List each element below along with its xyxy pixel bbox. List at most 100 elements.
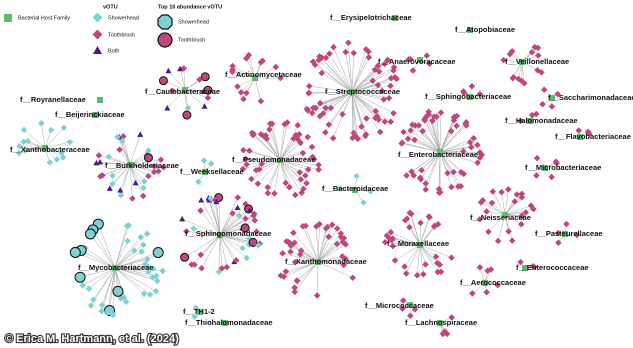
family-label: f__Moraxellaceae: [387, 239, 449, 248]
votu-node: [239, 244, 246, 252]
votu-node: [381, 60, 388, 68]
edge: [294, 261, 319, 288]
edge: [504, 208, 534, 216]
family-label: f__Neisseriaceae: [470, 213, 531, 222]
edge: [279, 124, 285, 161]
edge: [81, 250, 116, 269]
votu-node: [305, 90, 313, 97]
edge: [294, 261, 319, 292]
edge: [254, 77, 262, 102]
family-label: f__Xanthobacteraceae: [10, 145, 90, 154]
votu-node: [474, 159, 481, 167]
votu-node: [85, 285, 93, 293]
edge: [351, 60, 388, 93]
edge: [114, 240, 128, 269]
edge: [401, 143, 441, 153]
host-node: [392, 15, 398, 21]
edge: [351, 91, 394, 114]
votu-node: [152, 287, 160, 295]
votu-node: [215, 268, 223, 276]
host-node: [197, 309, 203, 315]
votu-node: [435, 185, 443, 193]
edge: [114, 263, 146, 269]
edge: [194, 234, 221, 265]
votu-node: [422, 186, 429, 193]
edge: [120, 164, 131, 191]
edge: [290, 251, 319, 263]
votu-node: [285, 184, 293, 191]
votu-node: [457, 169, 465, 176]
votu-node: [508, 237, 516, 244]
edge: [98, 155, 131, 166]
votu-node: [350, 129, 357, 137]
edge: [279, 159, 304, 189]
edge: [419, 244, 438, 273]
votu-node: [160, 164, 167, 171]
votu-node: [385, 94, 393, 102]
edge: [232, 71, 256, 79]
edge: [345, 52, 353, 93]
host-node: [519, 59, 525, 65]
votu-node: [264, 183, 271, 191]
edge: [85, 247, 116, 269]
edge: [99, 161, 131, 166]
votu-node: [399, 297, 407, 304]
family-label: f__Xanthomonadaceae: [285, 257, 367, 266]
votu-node: [257, 97, 265, 105]
votu-node: [476, 264, 484, 271]
votu-node: [302, 222, 309, 230]
edge: [439, 131, 452, 153]
votu-node: [169, 87, 176, 95]
both-node: [137, 131, 144, 137]
edge: [108, 156, 131, 166]
votu-node: [282, 268, 290, 275]
edge: [316, 261, 319, 296]
edge: [114, 225, 129, 269]
votu-node: [59, 154, 67, 161]
votu-node: [237, 89, 245, 96]
votu-node: [310, 155, 318, 163]
edge: [246, 159, 281, 165]
votu-node: [448, 254, 455, 261]
edge: [248, 55, 256, 79]
legend-host: Bacterial Host Family: [18, 15, 70, 21]
family-label: f__Flavobacteriaceae: [555, 132, 631, 141]
family-label: f__Pseudomonadaceae: [232, 155, 315, 164]
edge: [351, 91, 384, 100]
both-node: [201, 103, 208, 109]
votu-node: [362, 132, 369, 140]
votu-node: [448, 314, 455, 321]
votu-node: [468, 82, 476, 90]
edge: [419, 244, 426, 265]
edge: [219, 213, 233, 236]
edge: [302, 226, 319, 263]
votu-node: [159, 267, 166, 275]
edge: [19, 146, 46, 149]
votu-node: [234, 194, 242, 201]
edge: [129, 134, 141, 166]
edge: [279, 158, 315, 161]
votu-node: [324, 223, 331, 231]
votu-node: [316, 220, 323, 228]
edge: [219, 234, 243, 249]
edge: [439, 150, 464, 153]
edge: [351, 71, 380, 93]
host-node: [352, 187, 358, 193]
top-votu-node: [69, 246, 81, 258]
edge: [102, 164, 131, 176]
edge: [317, 256, 343, 263]
votu-node: [420, 270, 427, 278]
family-label: f__Bacteroidaceae: [322, 184, 388, 193]
votu-node: [243, 161, 250, 168]
votu-node: [390, 67, 397, 74]
votu-node: [120, 133, 127, 140]
edge: [317, 233, 342, 263]
edge: [279, 156, 313, 161]
edge: [439, 151, 454, 173]
edge: [114, 267, 157, 292]
edge: [419, 216, 430, 246]
votu-node: [47, 126, 55, 134]
legend-top-toothbrush-swatch: [157, 32, 173, 48]
edge: [282, 253, 319, 263]
